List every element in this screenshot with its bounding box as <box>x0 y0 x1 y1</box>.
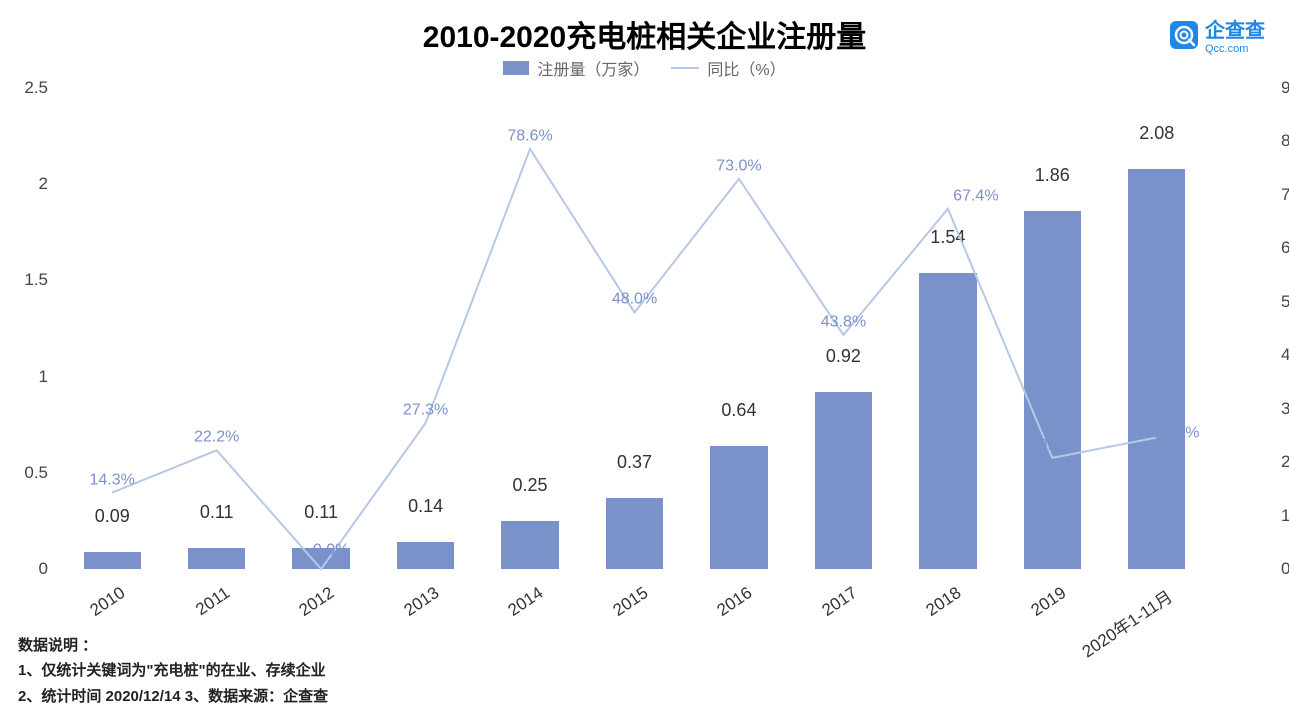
y-left-tick: 0.5 <box>0 463 48 483</box>
line-value-label: 43.8% <box>821 313 866 331</box>
line-layer <box>60 88 1209 569</box>
y-right-tick: 40.0% <box>1281 345 1289 365</box>
x-tick-label: 2016 <box>714 583 757 621</box>
line-value-label: 48.0% <box>612 291 657 309</box>
line-value-label: 24.6% <box>1154 424 1199 442</box>
y-right-tick: 60.0% <box>1281 238 1289 258</box>
y-axis-right: 0.0%10.0%20.0%30.0%40.0%50.0%60.0%70.0%8… <box>1219 88 1275 569</box>
y-right-tick: 50.0% <box>1281 292 1289 312</box>
legend: 注册量（万家） 同比（%） <box>0 56 1289 80</box>
legend-label-bar: 注册量（万家） <box>537 56 649 80</box>
legend-item-bar: 注册量（万家） <box>503 56 649 80</box>
y-left-tick: 0 <box>0 559 48 579</box>
y-right-tick: 80.0% <box>1281 131 1289 151</box>
x-tick-label: 2014 <box>505 583 548 621</box>
brand-logo: 企查查 Qcc.com <box>1169 14 1265 55</box>
trend-line <box>112 149 1157 569</box>
y-left-tick: 1 <box>0 367 48 387</box>
x-tick-label: 2020年1-11月 <box>1076 583 1177 662</box>
footer-line: 2、统计时间 2020/12/14 3、数据来源：企查查 <box>18 684 328 710</box>
y-right-tick: 0.0% <box>1281 559 1289 579</box>
line-value-label: 22.2% <box>194 429 239 447</box>
y-left-tick: 1.5 <box>0 270 48 290</box>
y-left-tick: 2.5 <box>0 78 48 98</box>
line-value-label: 0.0% <box>313 541 349 559</box>
line-value-label: 78.6% <box>507 127 552 145</box>
y-left-tick: 2 <box>0 174 48 194</box>
y-right-tick: 30.0% <box>1281 399 1289 419</box>
footer-line: 数据说明 ： <box>18 633 328 659</box>
y-right-tick: 70.0% <box>1281 185 1289 205</box>
line-value-label: 27.3% <box>403 401 448 419</box>
line-value-label: 14.3% <box>90 471 135 489</box>
x-axis: 2010 2011 2012 2013 2014 2015 2016 2017 2018 2019… <box>60 579 1209 633</box>
x-tick-label: 2019 <box>1027 583 1070 621</box>
line-value-label: 67.4% <box>953 187 998 205</box>
line-value-label: 73.0% <box>716 157 761 175</box>
legend-swatch-bar <box>503 61 529 75</box>
y-right-tick: 90.0% <box>1281 78 1289 98</box>
chart-title: 2010-2020充电桩相关企业注册量 <box>0 12 1289 56</box>
x-tick-label: 2018 <box>923 583 966 621</box>
footer-line: 1、仅统计关键词为"充电桩"的在业、存续企业 <box>18 658 328 684</box>
legend-swatch-line <box>671 67 699 69</box>
y-right-tick: 10.0% <box>1281 506 1289 526</box>
x-tick-label: 2015 <box>609 583 652 621</box>
x-tick-label: 2010 <box>87 583 130 621</box>
logo-subtext: Qcc.com <box>1205 43 1265 55</box>
qcc-icon <box>1169 20 1199 50</box>
legend-item-line: 同比（%） <box>671 56 785 80</box>
y-axis-left: 00.511.522.5 <box>0 88 56 569</box>
x-tick-label: 2013 <box>400 583 443 621</box>
x-tick-label: 2017 <box>818 583 861 621</box>
x-tick-label: 2011 <box>192 583 233 620</box>
y-right-tick: 20.0% <box>1281 452 1289 472</box>
x-tick-label: 2012 <box>296 583 339 621</box>
legend-label-line: 同比（%） <box>707 56 785 80</box>
plot-area: 0.090.110.110.140.250.370.640.921.541.86… <box>60 88 1209 569</box>
line-value-label: 20.8% <box>1030 436 1075 454</box>
data-footer: 数据说明 ：1、仅统计关键词为"充电桩"的在业、存续企业2、统计时间 2020/… <box>18 633 328 710</box>
logo-text: 企查查 <box>1205 14 1265 43</box>
